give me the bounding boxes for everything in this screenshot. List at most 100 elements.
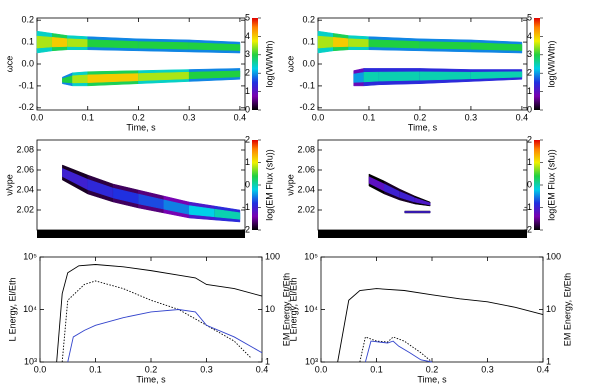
y-tick-label: 0.1 <box>302 36 315 46</box>
y-tick-label: 2.04 <box>297 184 315 194</box>
series-line <box>61 280 252 363</box>
band-core <box>419 71 472 81</box>
plot-frame <box>320 256 544 363</box>
colorbar-tick-label: -2 <box>524 224 532 234</box>
colorbar-label: log(EM Flux (sfu)) <box>264 149 274 221</box>
y-tick-label: 10³ <box>24 356 37 366</box>
colorbar-tick-label: 1 <box>527 157 532 167</box>
colorbar-tick-label: 1 <box>245 157 250 167</box>
band-core <box>51 37 68 48</box>
y-tick-label: 10³ <box>305 356 318 366</box>
band-core <box>188 42 241 51</box>
colorbar-tick-label: 0 <box>245 179 250 189</box>
series-line <box>364 340 433 363</box>
band-core <box>214 208 241 220</box>
x-tick-label: 0.0 <box>34 364 47 374</box>
x-tick-label: 0.2 <box>132 112 145 122</box>
y-tick-label: 0.0 <box>21 58 34 68</box>
y2-tick-label: 1 <box>265 356 270 366</box>
series-line <box>67 309 263 363</box>
colorbar-tick-label: -1 <box>242 202 250 212</box>
colorbar-tick-label: 2 <box>245 134 250 144</box>
band-core <box>470 42 523 51</box>
baseline-bar <box>318 230 527 238</box>
x-axis-label: Time, s <box>417 374 447 384</box>
colorbar-tick-label: -2 <box>242 224 250 234</box>
x-tick-label: 0.3 <box>481 364 494 374</box>
plot-frame <box>317 139 528 231</box>
plot-frame <box>317 17 528 111</box>
colorbar-tick-label: -1 <box>524 202 532 212</box>
y-tick-label: 0.0 <box>302 58 315 68</box>
x-axis-label: Time, s <box>136 374 166 384</box>
y-axis-label: ωce <box>4 56 14 73</box>
colorbar <box>534 140 540 230</box>
y-tick-label: 0.1 <box>21 36 34 46</box>
x-tick-label: 0.4 <box>537 364 550 374</box>
colorbar-tick-label: 1 <box>245 86 250 96</box>
band-core <box>67 38 88 48</box>
series-line <box>337 288 544 363</box>
y-tick-label: 2.06 <box>16 164 34 174</box>
colorbar-tick-label: 5 <box>245 12 250 22</box>
x-tick-label: 0.0 <box>31 112 44 122</box>
y-tick-label: 0.2 <box>302 15 315 25</box>
y2-tick-label: 10 <box>265 304 275 314</box>
x-tick-label: 0.2 <box>414 112 427 122</box>
colorbar <box>534 18 540 110</box>
x-tick-label: 0.3 <box>183 112 196 122</box>
x-tick-label: 0.1 <box>370 364 383 374</box>
x-tick-label: 0.3 <box>465 112 478 122</box>
colorbar-tick-label: 3 <box>245 49 250 59</box>
colorbar-tick-label: 0 <box>527 179 532 189</box>
x-axis-label: Time, s <box>408 122 438 132</box>
colorbar <box>252 18 258 110</box>
y2-tick-label: 100 <box>265 251 280 261</box>
x-tick-label: 0.1 <box>89 364 102 374</box>
colorbar-tick-label: 4 <box>245 31 250 41</box>
band-core <box>317 35 334 49</box>
plot-frame <box>39 256 263 363</box>
x-tick-label: 0.2 <box>145 364 158 374</box>
y-tick-label: 0.2 <box>21 15 34 25</box>
colorbar-label: log(Wl/Wth) <box>546 40 556 87</box>
y-tick-label: 2.08 <box>16 144 34 154</box>
x-tick-label: 0.0 <box>312 112 325 122</box>
colorbar-tick-label: 4 <box>527 31 532 41</box>
band-core <box>36 35 53 49</box>
y2-tick-label: 100 <box>546 251 561 261</box>
y-tick-label: 2.02 <box>297 204 315 214</box>
x-tick-label: 0.1 <box>363 112 376 122</box>
y2-axis-label: EM Energy, Et/Eth <box>562 273 572 346</box>
y2-tick-label: 10 <box>546 304 556 314</box>
y-axis-label: ν/νpe <box>4 174 14 196</box>
band-core <box>419 41 472 50</box>
x-tick-label: 0.0 <box>315 364 328 374</box>
y-tick-label: 10⁴ <box>304 304 318 314</box>
band-core <box>138 41 190 50</box>
y-tick-label: -0.1 <box>18 80 34 90</box>
series-line <box>359 336 433 363</box>
colorbar-tick-label: 1 <box>527 86 532 96</box>
y2-axis-label: EM Energy, Et/Eth <box>281 273 291 346</box>
colorbar-label: log(EM Flux (sfu)) <box>546 149 556 221</box>
band-core <box>404 211 431 213</box>
colorbar-tick-label: 0 <box>527 104 532 114</box>
colorbar-tick-label: 2 <box>527 134 532 144</box>
colorbar-tick-label: 3 <box>527 49 532 59</box>
band-core <box>378 71 421 82</box>
y-tick-label: 10⁵ <box>304 251 318 261</box>
band-core <box>348 38 370 48</box>
y-axis-label: ωce <box>285 56 295 73</box>
colorbar-tick-label: 5 <box>527 12 532 22</box>
band-core <box>363 71 380 83</box>
y-tick-label: 2.08 <box>297 144 315 154</box>
y2-tick-label: 1 <box>546 356 551 366</box>
band-core <box>470 71 523 80</box>
x-tick-label: 0.4 <box>234 112 247 122</box>
colorbar-tick-label: 0 <box>245 104 250 114</box>
colorbar-tick-label: 2 <box>527 68 532 78</box>
baseline-bar <box>37 230 245 238</box>
x-tick-label: 0.4 <box>256 364 269 374</box>
